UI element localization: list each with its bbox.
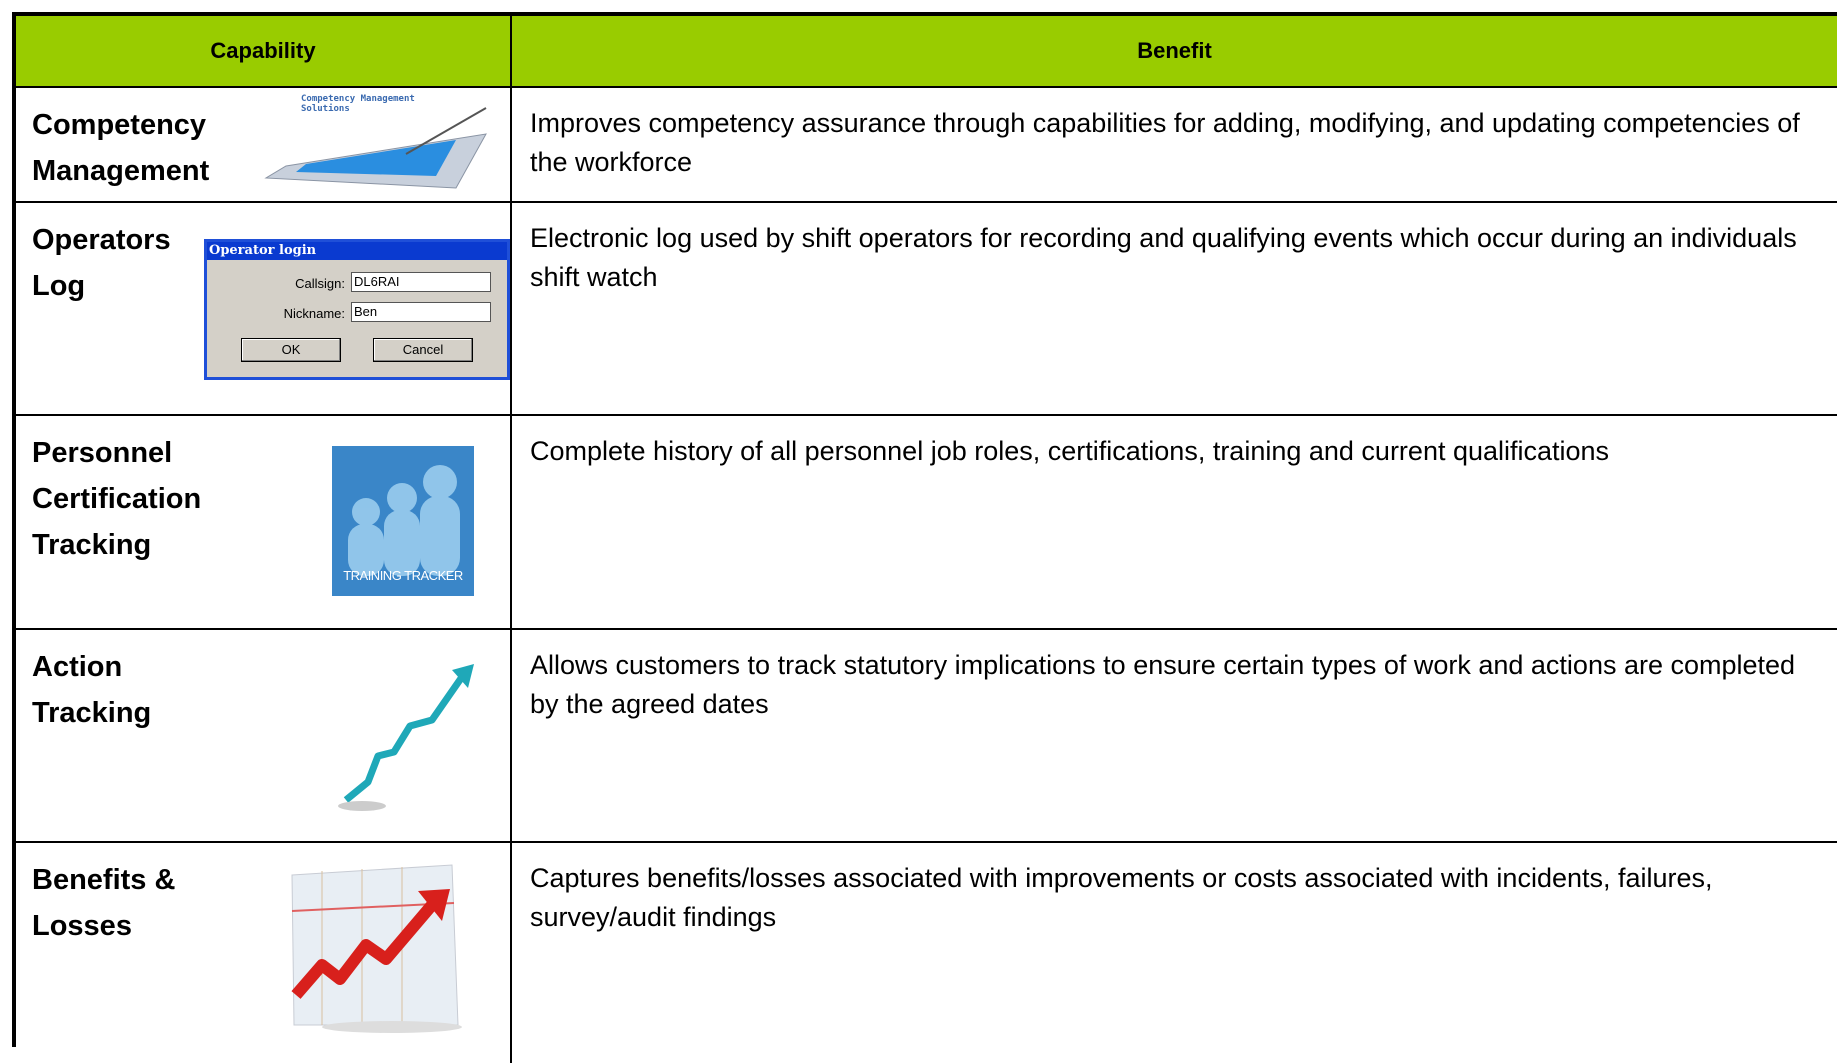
benefit: Complete history of all personnel job ro… — [530, 436, 1610, 466]
benefit: Improves competency assurance through ca… — [530, 108, 1800, 177]
benefit-cell: Improves competency assurance through ca… — [512, 88, 1837, 201]
cancel-button: Cancel — [373, 338, 473, 362]
icon-text: Competency Management Solutions — [301, 94, 415, 114]
benefit-cell: Electronic log used by shift operators f… — [512, 203, 1837, 414]
field-label: Callsign: — [295, 276, 345, 291]
table-row: Action Tracking Allows customers to trac… — [16, 630, 1837, 843]
capability: Benefits & Losses — [32, 864, 176, 942]
benefit: Captures benefits/losses associated with… — [530, 863, 1713, 932]
callsign-field: DL6RAI — [351, 272, 491, 292]
table: Capability Benefit Competency Management… — [12, 12, 1837, 1063]
header-row: Capability Benefit — [16, 16, 1837, 88]
nickname-field: Ben — [351, 302, 491, 322]
icon: TRAINING TRACKER — [332, 446, 474, 596]
benefit-cell: Captures benefits/losses associated with… — [512, 843, 1837, 1063]
icon: Competency Management Solutions — [264, 94, 487, 189]
ok-button: OK — [241, 338, 341, 362]
icon — [338, 664, 474, 811]
benefit: Allows customers to track statutory impl… — [530, 650, 1796, 719]
capability-cell: Operators Log Operator login Callsign: D… — [16, 203, 512, 414]
field-label: Nickname: — [283, 306, 345, 321]
table-row: Benefits & Losses Captures benefits/loss… — [16, 843, 1837, 1063]
capability: Competency Management — [32, 109, 210, 187]
capability-cell: Competency Management Competency Managem… — [16, 88, 512, 201]
capability-cell: Benefits & Losses — [16, 843, 512, 1063]
icon — [291, 864, 462, 1033]
icon-text: TRAINING TRACKER — [343, 568, 463, 583]
header-cell: Benefit — [1137, 38, 1212, 63]
header-cell: Capability — [16, 16, 512, 86]
capability: Operators Log — [32, 224, 171, 302]
capability-cell: Personnel Certification Tracking TRAININ… — [16, 416, 512, 628]
capability: Action Tracking — [32, 651, 152, 729]
capability: Personnel Certification Tracking — [32, 437, 202, 561]
table-row: Personnel Certification Tracking TRAININ… — [16, 416, 1837, 630]
benefit: Electronic log used by shift operators f… — [530, 223, 1797, 292]
table-row: Competency Management Competency Managem… — [16, 88, 1837, 203]
login-dialog: Operator login Callsign: DL6RAI Nickname… — [204, 239, 510, 380]
benefit-cell: Complete history of all personnel job ro… — [512, 416, 1837, 628]
dialog-title: Operator login — [207, 242, 507, 260]
capability-cell: Action Tracking — [16, 630, 512, 841]
benefit-cell: Allows customers to track statutory impl… — [512, 630, 1837, 841]
table-row: Operators Log Operator login Callsign: D… — [16, 203, 1837, 416]
